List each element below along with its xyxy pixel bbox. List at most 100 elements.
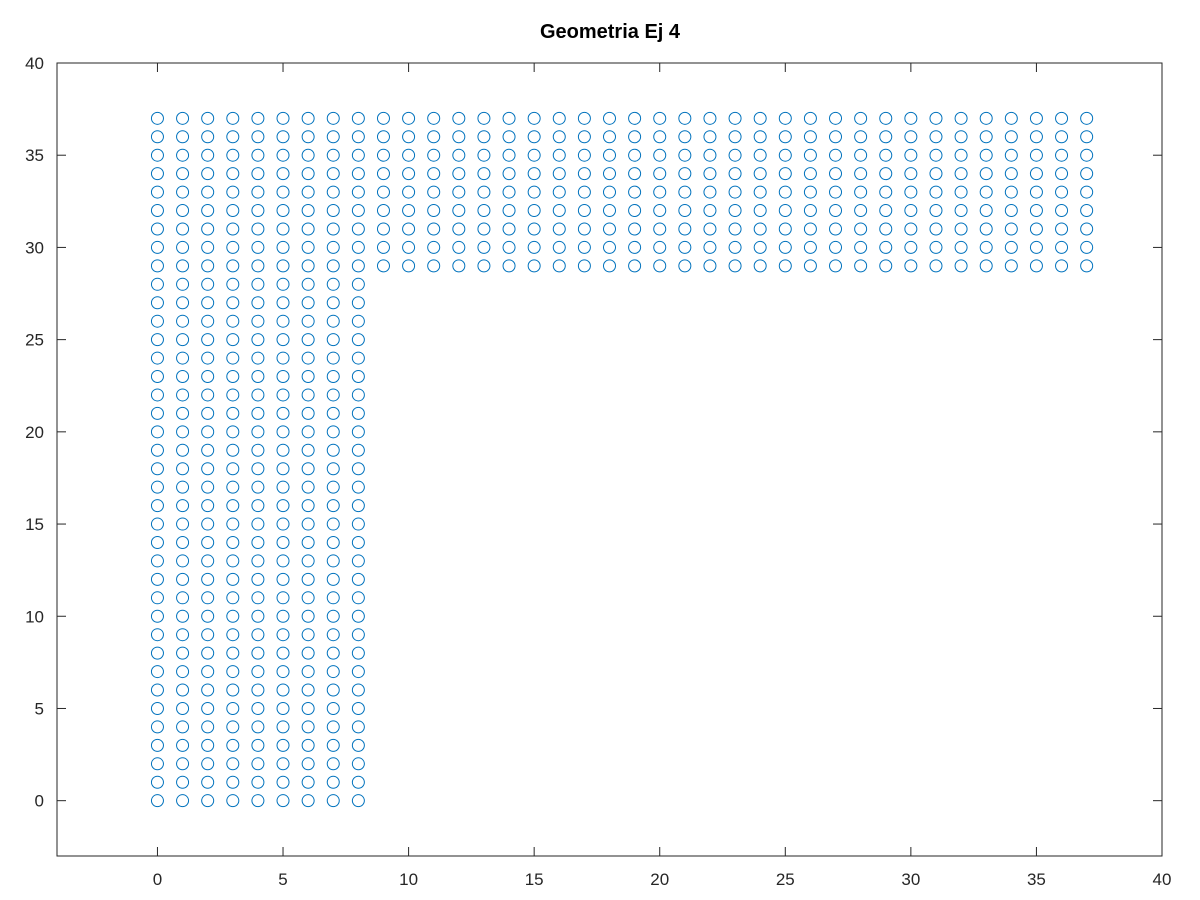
- data-point-marker: [628, 222, 642, 236]
- data-point-marker: [502, 130, 516, 144]
- data-point-marker: [251, 240, 265, 254]
- data-point-marker: [879, 222, 893, 236]
- data-point-marker: [452, 148, 466, 162]
- data-point-marker: [301, 296, 315, 310]
- data-point-marker: [452, 259, 466, 273]
- data-point-marker: [653, 111, 667, 125]
- data-point-marker: [954, 185, 968, 199]
- data-point-marker: [628, 167, 642, 181]
- data-point-marker: [1055, 204, 1069, 218]
- data-point-marker: [201, 388, 215, 402]
- data-point-marker: [678, 111, 692, 125]
- data-point-marker: [1029, 222, 1043, 236]
- data-point-marker: [251, 130, 265, 144]
- data-point-marker: [251, 351, 265, 365]
- data-point-marker: [577, 167, 591, 181]
- data-point-marker: [176, 185, 190, 199]
- data-point-marker: [477, 167, 491, 181]
- data-point-marker: [150, 111, 164, 125]
- data-point-marker: [150, 591, 164, 605]
- data-point-marker: [251, 388, 265, 402]
- data-point-marker: [251, 775, 265, 789]
- data-point-marker: [351, 111, 365, 125]
- data-point-marker: [251, 314, 265, 328]
- data-point-marker: [326, 794, 340, 808]
- data-point-marker: [150, 333, 164, 347]
- data-point-marker: [301, 351, 315, 365]
- data-point-marker: [301, 167, 315, 181]
- data-point-marker: [251, 296, 265, 310]
- data-point-marker: [326, 462, 340, 476]
- data-point-marker: [753, 222, 767, 236]
- data-point-marker: [201, 738, 215, 752]
- data-point-marker: [1004, 222, 1018, 236]
- data-point-marker: [879, 240, 893, 254]
- data-point-marker: [1004, 167, 1018, 181]
- y-tick-label: 30: [25, 238, 44, 257]
- data-point-marker: [176, 517, 190, 531]
- data-point-marker: [226, 683, 240, 697]
- data-point-marker: [427, 259, 441, 273]
- data-point-marker: [176, 591, 190, 605]
- data-point-marker: [276, 462, 290, 476]
- data-point-marker: [1004, 130, 1018, 144]
- data-point-marker: [351, 148, 365, 162]
- data-point-marker: [979, 240, 993, 254]
- data-point-marker: [778, 148, 792, 162]
- data-point-marker: [150, 535, 164, 549]
- data-point-marker: [150, 388, 164, 402]
- data-point-marker: [326, 148, 340, 162]
- data-point-marker: [201, 701, 215, 715]
- x-tick-label: 5: [278, 870, 287, 889]
- data-point-marker: [879, 185, 893, 199]
- data-point-marker: [150, 794, 164, 808]
- data-point-marker: [326, 646, 340, 660]
- data-point-marker: [1080, 130, 1094, 144]
- data-point-marker: [150, 277, 164, 291]
- data-point-marker: [628, 130, 642, 144]
- data-point-marker: [628, 259, 642, 273]
- data-point-marker: [427, 222, 441, 236]
- data-point-marker: [226, 535, 240, 549]
- data-point-marker: [326, 665, 340, 679]
- data-point-marker: [854, 222, 868, 236]
- data-point-marker: [176, 665, 190, 679]
- data-point-marker: [301, 646, 315, 660]
- data-point-marker: [351, 406, 365, 420]
- data-point-marker: [301, 517, 315, 531]
- data-point-marker: [376, 240, 390, 254]
- plot-area-frame: [56, 62, 1163, 857]
- data-point-marker: [226, 462, 240, 476]
- data-point-marker: [226, 499, 240, 513]
- data-point-marker: [226, 204, 240, 218]
- data-point-marker: [477, 148, 491, 162]
- data-point-marker: [452, 130, 466, 144]
- data-point-marker: [251, 665, 265, 679]
- data-point-marker: [753, 204, 767, 218]
- data-point-marker: [527, 204, 541, 218]
- data-point-marker: [201, 111, 215, 125]
- x-tick-label: 30: [901, 870, 920, 889]
- data-point-marker: [301, 259, 315, 273]
- data-point-marker: [176, 535, 190, 549]
- data-point-marker: [251, 757, 265, 771]
- data-point-marker: [778, 222, 792, 236]
- data-point-marker: [753, 148, 767, 162]
- data-point-marker: [803, 240, 817, 254]
- data-point-marker: [251, 628, 265, 642]
- data-point-marker: [301, 554, 315, 568]
- data-point-marker: [351, 462, 365, 476]
- data-point-marker: [1029, 167, 1043, 181]
- data-point-marker: [678, 148, 692, 162]
- data-point-marker: [577, 259, 591, 273]
- data-point-marker: [603, 240, 616, 254]
- y-tick-label: 25: [25, 331, 44, 350]
- data-point-marker: [376, 185, 390, 199]
- data-point-marker: [753, 130, 767, 144]
- data-point-marker: [176, 406, 190, 420]
- data-point-marker: [351, 277, 365, 291]
- data-point-marker: [301, 130, 315, 144]
- data-point-marker: [1004, 204, 1018, 218]
- data-point-marker: [150, 296, 164, 310]
- data-point-marker: [276, 499, 290, 513]
